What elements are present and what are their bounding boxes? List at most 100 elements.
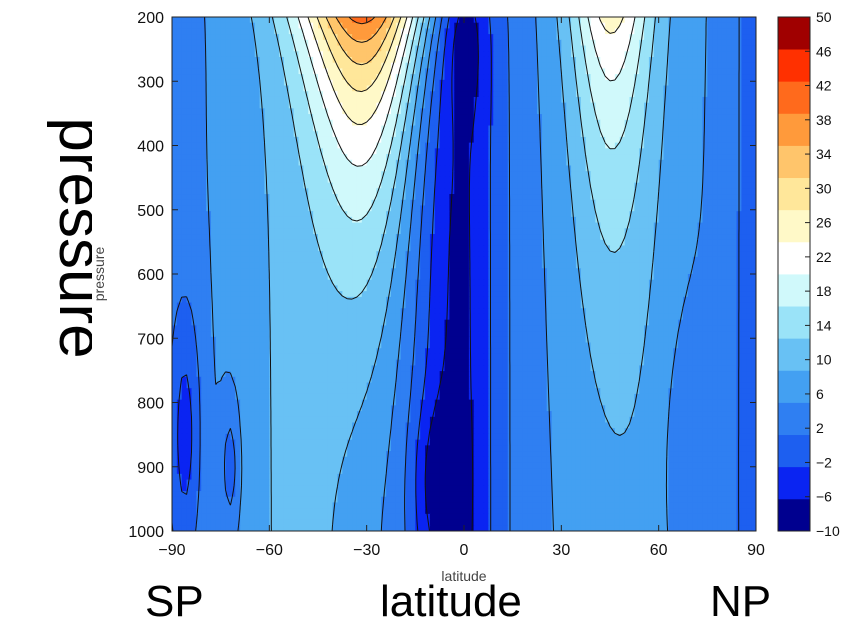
contour-cell bbox=[561, 188, 567, 195]
contour-cell bbox=[546, 114, 553, 121]
contour-cell bbox=[532, 194, 538, 201]
contour-cell bbox=[644, 148, 650, 155]
contour-cell bbox=[220, 114, 227, 121]
contour-cell bbox=[468, 39, 475, 47]
contour-cell bbox=[186, 45, 193, 52]
contour-cell bbox=[274, 176, 280, 184]
contour-cell bbox=[551, 131, 558, 138]
contour-cell bbox=[371, 245, 377, 252]
contour-cell bbox=[473, 171, 480, 178]
contour-cell bbox=[566, 62, 572, 69]
contour-cell bbox=[624, 108, 631, 115]
contour-cell bbox=[648, 188, 655, 195]
contour-cell bbox=[498, 17, 504, 24]
contour-cell bbox=[225, 245, 231, 252]
contour-cell bbox=[434, 62, 441, 69]
contour-cell bbox=[512, 114, 519, 121]
contour-cell bbox=[668, 239, 674, 247]
contour-cell bbox=[327, 154, 334, 161]
contour-cell bbox=[619, 34, 626, 41]
contour-cell bbox=[322, 154, 329, 161]
contour-cell bbox=[254, 234, 261, 241]
contour-cell bbox=[566, 171, 572, 178]
contour-cell bbox=[731, 68, 738, 75]
contour-cell bbox=[610, 142, 616, 149]
contour-cell bbox=[235, 56, 241, 64]
contour-cell bbox=[298, 91, 304, 98]
contour-cell bbox=[546, 194, 553, 201]
contour-cell bbox=[702, 234, 708, 241]
contour-cell bbox=[707, 131, 713, 138]
contour-cell bbox=[196, 119, 202, 127]
contour-cell bbox=[347, 56, 353, 64]
contour-cell bbox=[425, 159, 431, 167]
contour-cell bbox=[527, 22, 533, 30]
contour-cell bbox=[541, 228, 548, 235]
contour-cell bbox=[254, 222, 261, 229]
contour-cell bbox=[415, 125, 421, 132]
contour-cell bbox=[279, 114, 285, 121]
contour-cell bbox=[605, 222, 611, 229]
contour-cell bbox=[274, 222, 280, 229]
contour-cell bbox=[215, 79, 222, 87]
contour-cell bbox=[264, 239, 270, 247]
contour-cell bbox=[687, 125, 694, 132]
contour-cell bbox=[532, 171, 538, 178]
contour-cell bbox=[400, 159, 407, 167]
contour-cell bbox=[269, 125, 275, 132]
contour-cell bbox=[381, 188, 387, 195]
contour-cell bbox=[575, 17, 582, 24]
contour-cell bbox=[673, 211, 679, 218]
contour-cell bbox=[225, 222, 231, 229]
contour-cell bbox=[361, 228, 368, 235]
contour-cell bbox=[712, 165, 718, 172]
contour-cell bbox=[352, 62, 358, 69]
contour-cell bbox=[751, 74, 756, 81]
contour-cell bbox=[459, 108, 465, 115]
contour-cell bbox=[483, 62, 489, 69]
contour-cell bbox=[308, 245, 314, 252]
contour-cell bbox=[172, 136, 178, 144]
contour-cell bbox=[361, 91, 368, 98]
contour-cell bbox=[249, 245, 256, 252]
contour-cell bbox=[551, 222, 558, 229]
contour-cell bbox=[400, 245, 407, 252]
contour-cell bbox=[580, 85, 587, 92]
contour-cell bbox=[361, 148, 368, 155]
contour-cell bbox=[230, 74, 236, 81]
contour-cell bbox=[610, 205, 616, 212]
contour-cell bbox=[517, 39, 523, 47]
contour-cell bbox=[376, 102, 382, 109]
contour-cell bbox=[434, 125, 441, 132]
contour-cell bbox=[288, 131, 295, 138]
contour-cell bbox=[580, 216, 587, 224]
contour-cell bbox=[425, 28, 431, 35]
contour-cell bbox=[619, 165, 626, 172]
contour-cell bbox=[269, 17, 275, 24]
contour-cell bbox=[264, 79, 270, 87]
contour-cell bbox=[434, 205, 441, 212]
contour-cell bbox=[303, 211, 309, 218]
contour-cell bbox=[673, 74, 679, 81]
contour-cell bbox=[337, 108, 343, 115]
contour-cell bbox=[683, 142, 689, 149]
contour-cell bbox=[687, 85, 694, 92]
contour-cell bbox=[225, 188, 231, 195]
contour-cell bbox=[308, 85, 314, 92]
contour-cell bbox=[580, 199, 587, 207]
contour-cell bbox=[507, 17, 514, 24]
contour-cell bbox=[352, 154, 358, 161]
contour-cell bbox=[439, 171, 446, 178]
contour-cell bbox=[425, 131, 431, 138]
contour-cell bbox=[605, 96, 611, 104]
contour-cell bbox=[721, 182, 728, 189]
contour-cell bbox=[751, 119, 756, 127]
contour-cell bbox=[707, 62, 713, 69]
contour-cell bbox=[600, 165, 606, 172]
contour-cell bbox=[322, 239, 329, 247]
contour-cell bbox=[595, 148, 601, 155]
contour-cell bbox=[391, 165, 397, 172]
contour-cell bbox=[259, 188, 266, 195]
contour-cell bbox=[619, 176, 626, 184]
contour-cell bbox=[473, 108, 480, 115]
